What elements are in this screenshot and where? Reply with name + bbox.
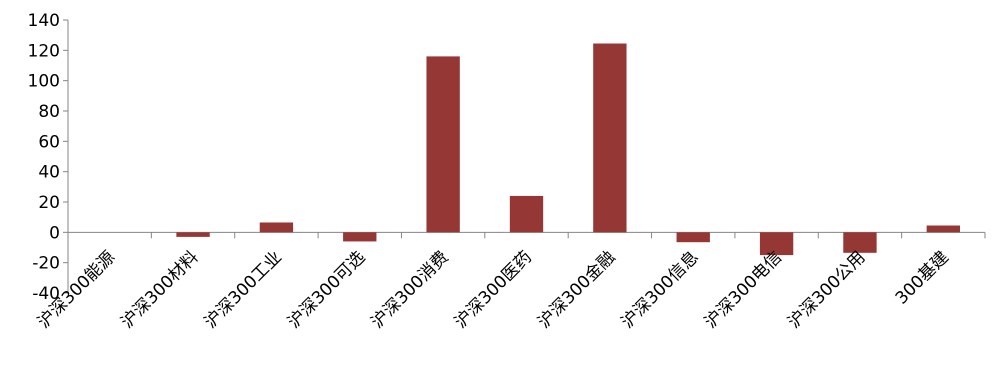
x-category-label: 沪深300金融: [534, 247, 619, 332]
y-tick-label: 60: [38, 132, 60, 152]
x-category-label: 沪深300公用: [784, 247, 869, 332]
bar: [343, 232, 377, 242]
y-tick-label: 40: [38, 163, 60, 183]
x-category-label: 沪深300医药: [451, 247, 536, 332]
y-tick-label: 20: [38, 193, 60, 213]
bar: [509, 195, 544, 233]
y-tick-label: 100: [28, 72, 60, 92]
y-tick-label: 0: [49, 223, 60, 243]
x-category-label: 沪深300材料: [117, 247, 202, 332]
x-category-label: 沪深300可选: [284, 247, 369, 332]
category-labels: 沪深300能源沪深300材料沪深300工业沪深300可选沪深300消费沪深300…: [34, 247, 953, 332]
x-category-label: 沪深300电信: [701, 247, 786, 332]
x-category-label: 沪深300消费: [367, 247, 452, 332]
bars: [176, 43, 960, 256]
y-tick-label: -40: [32, 284, 60, 304]
bar: [259, 222, 294, 233]
y-axis: -40 -20 0 20 40 60 80 100 120 140: [28, 11, 69, 304]
bar: [759, 232, 794, 256]
y-tick-label: 120: [28, 41, 60, 61]
bar: [926, 225, 960, 233]
x-category-label: 沪深300信息: [618, 247, 703, 332]
bar: [176, 232, 210, 237]
y-tick-label: 140: [28, 11, 60, 31]
bar: [426, 56, 460, 233]
y-tick-label: -20: [32, 254, 60, 274]
bar: [593, 43, 627, 233]
bar: [676, 232, 710, 243]
x-category-label: 沪深300工业: [201, 247, 286, 332]
bar: [843, 232, 877, 253]
y-tick-label: 80: [38, 102, 60, 122]
x-category-label: 300基建: [892, 247, 953, 308]
